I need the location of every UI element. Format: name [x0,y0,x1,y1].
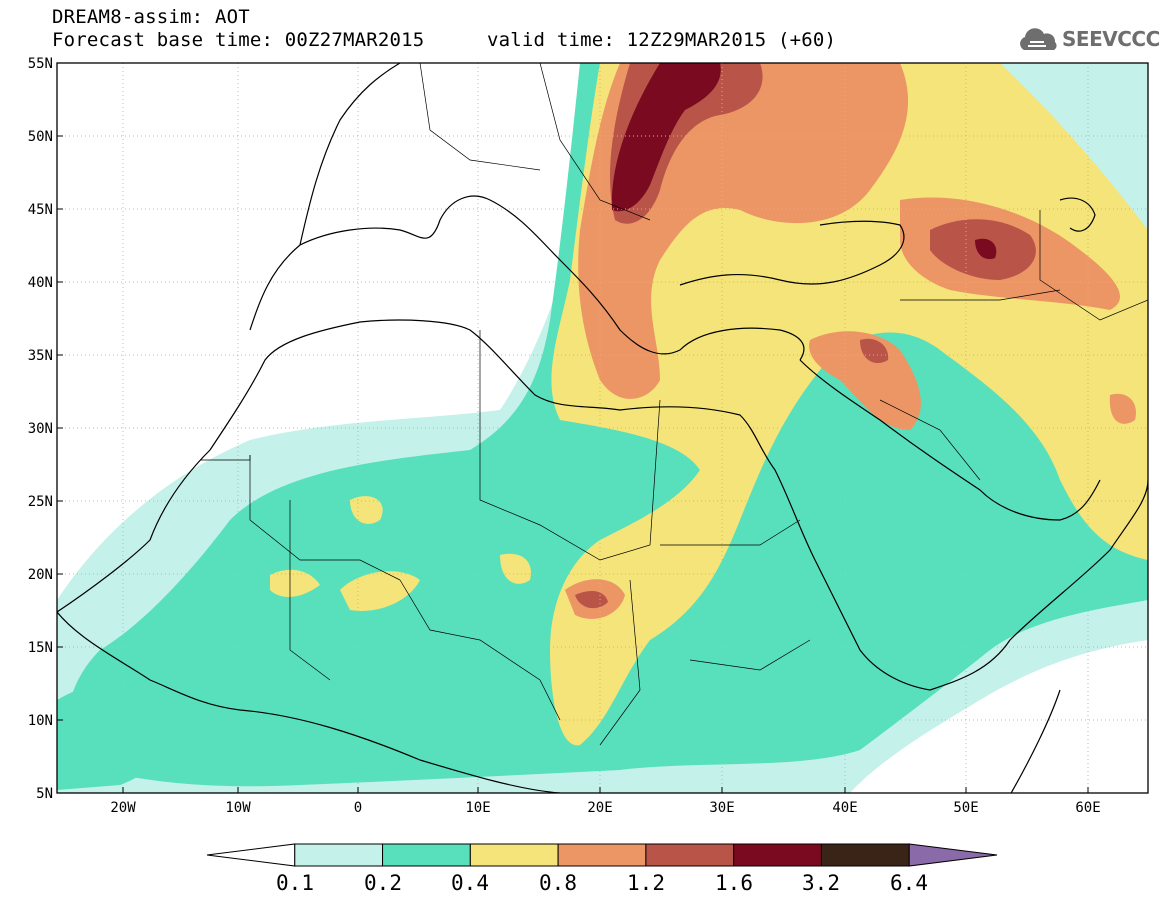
legend-label: 1.2 [627,871,665,895]
colorbar-swatch [382,843,471,867]
axis-ticks [57,135,1089,793]
lat-label: 20N [28,567,53,583]
graticule [57,63,1148,793]
lon-label: 10E [465,800,490,816]
lat-label: 45N [28,202,53,218]
lon-label: 20W [110,800,136,816]
lon-label: 20E [587,800,612,816]
seevccc-logo [1016,22,1156,58]
colorbar-swatch [645,843,735,867]
lon-label: 30E [709,800,734,816]
colorbar-swatch [294,843,384,867]
lon-label: 10W [225,800,251,816]
lat-label: 15N [28,640,53,656]
forecast-base-time: Forecast base time: 00Z27MAR2015 [52,29,425,51]
lat-label: 35N [28,348,53,364]
lat-label: 10N [28,713,53,729]
map-title: DREAM8-assim: AOT [52,6,250,28]
valid-time: valid time: 12Z29MAR2015 (+60) [487,29,837,51]
lat-label: 55N [28,56,53,72]
legend-label: 3.2 [802,871,840,895]
colorbar-swatch [469,843,559,867]
colorbar-swatch [206,843,296,867]
lat-label: 5N [36,786,53,802]
lat-label: 30N [28,421,53,437]
lon-label: 60E [1075,800,1100,816]
colorbar-swatch [820,843,910,867]
legend-label: 0.2 [364,871,402,895]
legend-label: 6.4 [890,871,928,895]
legend-label: 0.4 [451,871,489,895]
lon-label: 40E [832,800,857,816]
lat-label: 25N [28,494,53,510]
colorbar-swatch [557,843,647,867]
legend-label: 0.8 [539,871,577,895]
colorbar-swatch [908,843,998,867]
legend-label: 1.6 [715,871,753,895]
lon-label: 50E [953,800,978,816]
colorbar [206,843,998,867]
colorbar-swatch [733,843,822,867]
coastlines [57,63,1148,793]
lat-label: 40N [28,275,53,291]
cloud-icon [1020,28,1057,50]
legend-label: 0.1 [276,871,314,895]
country-borders [200,63,1148,746]
logo-text: SEEVCCC [1062,27,1160,51]
lon-label: 0 [354,800,362,816]
lat-label: 50N [28,129,53,145]
aot-field-1.6 [611,63,997,260]
